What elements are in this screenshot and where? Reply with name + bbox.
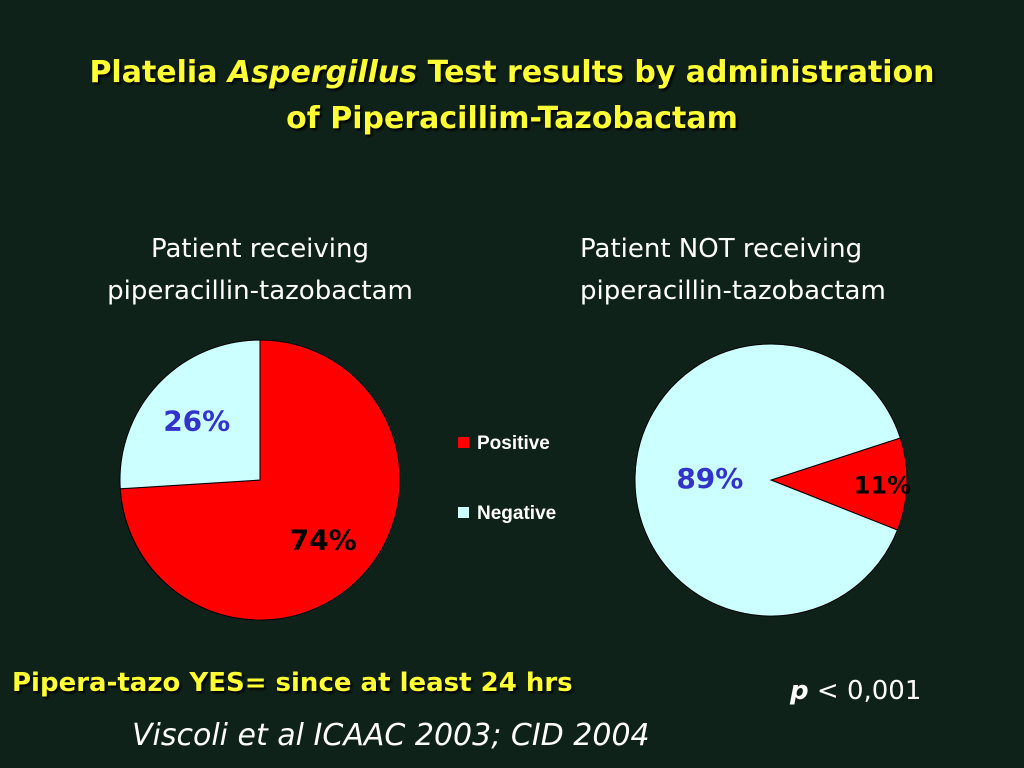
slide-title: Platelia Aspergillus Test results by adm… bbox=[0, 50, 1024, 142]
pie-1-slice-positive bbox=[769, 437, 908, 531]
slide-title-line2: of Piperacillim-Tazobactam bbox=[286, 101, 738, 136]
legend-swatch-negative bbox=[458, 507, 469, 518]
chart-left-title: Patient receiving piperacillin-tazobacta… bbox=[60, 228, 460, 312]
title-text-italic: Aspergillus bbox=[227, 55, 418, 90]
chart-right-title-line1: Patient NOT receiving bbox=[580, 234, 863, 264]
legend-item-positive: Positive bbox=[458, 433, 550, 455]
pie-1-label-positive: 11% bbox=[854, 472, 911, 500]
p-value-symbol: p bbox=[790, 676, 809, 706]
p-value-text: < 0,001 bbox=[808, 676, 922, 706]
footnote: Pipera-tazo YES= since at least 24 hrs bbox=[12, 668, 573, 698]
chart-left-title-line2: piperacillin-tazobactam bbox=[107, 276, 413, 306]
legend-swatch-positive bbox=[458, 437, 469, 448]
title-text-3: Test results by administration bbox=[417, 55, 935, 90]
chart-left-title-line1: Patient receiving bbox=[150, 234, 370, 264]
legend-label-positive: Positive bbox=[477, 433, 550, 454]
p-value: p < 0,001 bbox=[790, 676, 921, 706]
citation: Viscoli et al ICAAC 2003; CID 2004 bbox=[132, 718, 650, 753]
pie-1-label-negative: 89% bbox=[676, 462, 743, 495]
legend-item-negative: Negative bbox=[458, 503, 556, 525]
legend-label-negative: Negative bbox=[477, 503, 557, 524]
chart-right-title: Patient NOT receiving piperacillin-tazob… bbox=[580, 228, 980, 312]
title-text-1: Platelia bbox=[89, 55, 228, 90]
chart-right-title-line2: piperacillin-tazobactam bbox=[580, 276, 886, 306]
pie-0-label-negative: 26% bbox=[163, 405, 230, 438]
slide-title-line1: Platelia Aspergillus Test results by adm… bbox=[0, 50, 1024, 96]
pie-0-label-positive: 74% bbox=[290, 523, 357, 556]
pie-0-slice-negative bbox=[119, 339, 261, 490]
pie-1-slice-negative bbox=[634, 343, 901, 617]
